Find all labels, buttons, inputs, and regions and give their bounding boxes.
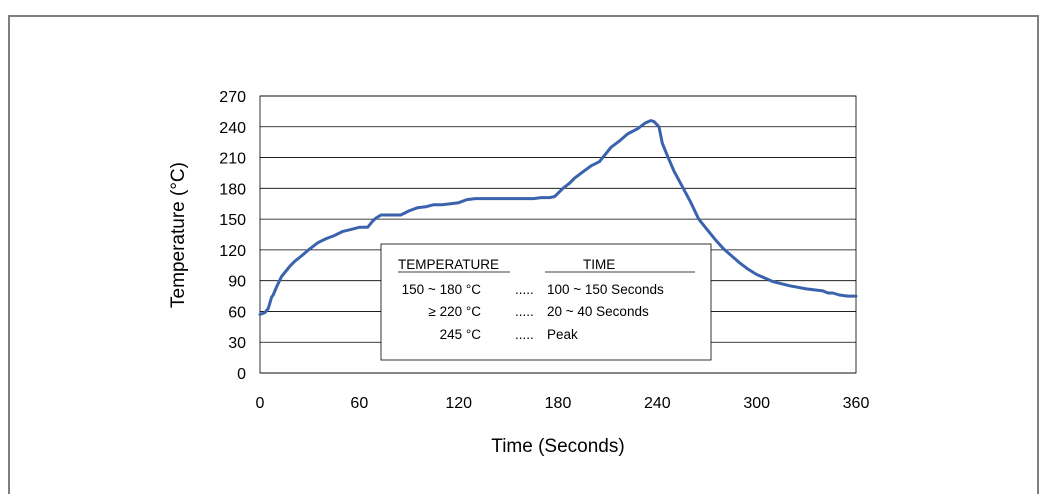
x-axis-title: Time (Seconds) (491, 436, 624, 457)
legend-row-3-sep: ..... (515, 327, 534, 342)
legend-header-time: TIME (583, 257, 615, 272)
x-tick-label: 120 (445, 395, 472, 412)
x-tick-label: 240 (644, 395, 671, 412)
y-tick-label: 270 (219, 89, 246, 106)
y-tick-label: 0 (237, 366, 246, 383)
legend-box: TEMPERATURE TIME 150 ~ 180 °C ..... 100 … (380, 243, 712, 361)
y-tick-label: 30 (228, 335, 246, 352)
x-tick-labels: 0 60 120 180 240 300 360 (256, 395, 870, 412)
legend-row-1-temperature: 150 ~ 180 °C (402, 282, 482, 297)
legend-row-2-sep: ..... (515, 304, 534, 319)
legend-row-2-temperature: ≥ 220 °C (428, 304, 481, 319)
legend-row-2-time: 20 ~ 40 Seconds (547, 304, 649, 319)
x-tick-label: 60 (350, 395, 368, 412)
plot-border (259, 95, 857, 374)
y-tick-label: 150 (219, 212, 246, 229)
y-tick-labels: 0 30 60 90 120 150 180 210 240 270 (219, 89, 246, 383)
legend-header-temperature: TEMPERATURE (398, 257, 499, 272)
x-tick-label: 360 (843, 395, 870, 412)
y-tick-label: 120 (219, 243, 246, 260)
y-tick-label: 60 (228, 304, 246, 321)
x-tick-label: 180 (545, 395, 572, 412)
legend-row-3-time: Peak (547, 327, 578, 342)
legend-frame (380, 243, 712, 361)
x-tick-label: 0 (256, 395, 265, 412)
y-tick-label: 180 (219, 181, 246, 198)
y-axis-title: Temperature (°C) (168, 162, 189, 308)
temperature-profile-line (258, 119, 858, 316)
figure-frame (8, 15, 1039, 494)
legend-row-1-time: 100 ~ 150 Seconds (547, 282, 664, 297)
y-tick-label: 210 (219, 151, 246, 168)
legend-row-3-temperature: 245 °C (440, 327, 482, 342)
y-tick-label: 240 (219, 120, 246, 137)
y-tick-label: 90 (228, 274, 246, 291)
legend-row-1-sep: ..... (515, 282, 534, 297)
x-tick-label: 300 (743, 395, 770, 412)
